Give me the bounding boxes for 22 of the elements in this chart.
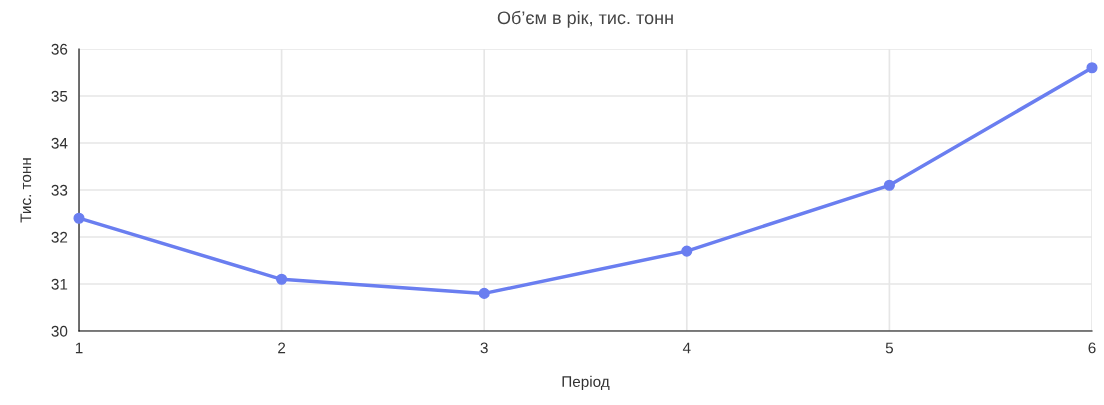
y-tick-label: 33 — [51, 184, 68, 196]
x-axis-title: Період — [562, 375, 610, 391]
y-tick-label: 34 — [51, 137, 68, 149]
y-tick-label: 30 — [51, 325, 68, 337]
point — [883, 179, 895, 191]
y-tick-label: 31 — [51, 278, 68, 290]
x-tick-label: 4 — [682, 342, 691, 354]
y-tick-label: 36 — [51, 43, 68, 55]
y-tick-label: 35 — [51, 90, 68, 102]
y-axis-title: Тис. тонн — [20, 158, 32, 223]
chart-title: Об’єм в рік, тис. тонн — [497, 10, 673, 28]
x-tick-label: 3 — [480, 342, 488, 354]
x-tick-label: 2 — [278, 342, 286, 354]
point — [1086, 62, 1098, 74]
point — [681, 245, 693, 257]
y-tick-label: 32 — [51, 231, 68, 243]
x-tick-label: 5 — [885, 342, 894, 354]
x-tick-label: 1 — [75, 342, 83, 354]
point — [73, 212, 85, 224]
point — [276, 273, 288, 285]
x-tick-label: 6 — [1088, 342, 1096, 354]
point — [478, 287, 490, 299]
